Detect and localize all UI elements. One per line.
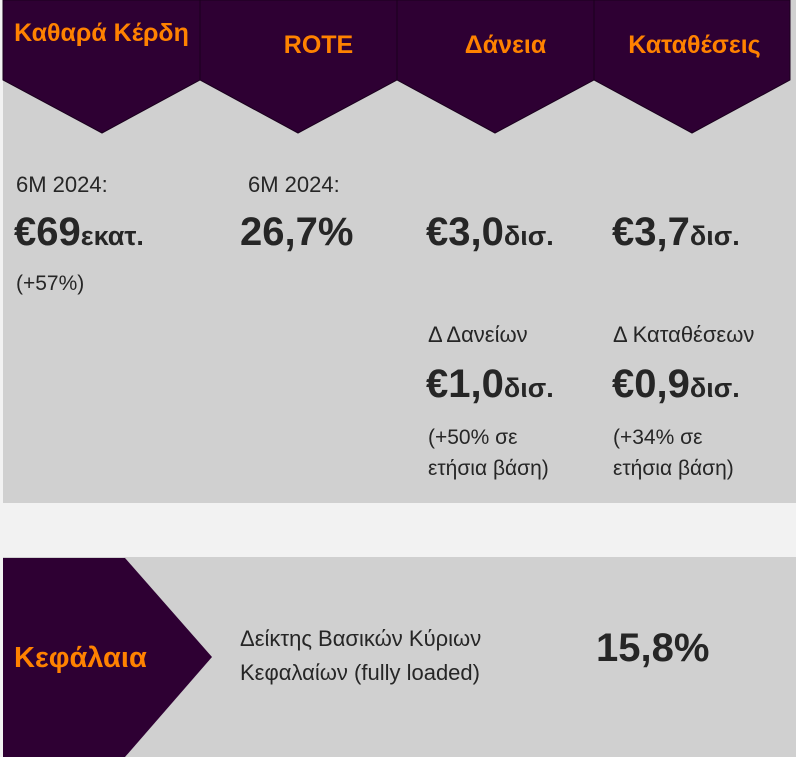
value: €0,9 — [612, 362, 690, 406]
unit: δισ. — [689, 221, 740, 251]
header-deposits: Καταθέσεις — [628, 31, 761, 59]
header-loans: Δάνεια — [464, 31, 547, 59]
value: €1,0 — [426, 362, 504, 406]
unit: δισ. — [503, 373, 554, 403]
note-line: (+50% σε — [428, 426, 518, 449]
deposits-value: €3,7δισ. — [612, 210, 740, 255]
loans-delta-label: Δ Δανείων — [428, 322, 528, 347]
cet1-label: Δείκτης Βασικών Κύριων Κεφαλαίων (fully l… — [240, 622, 481, 690]
header-capital: Κεφάλαια — [14, 642, 147, 674]
unit: δισ. — [503, 221, 554, 251]
chevron-rote — [199, 0, 398, 134]
label-line: Δείκτης Βασικών Κύριων — [240, 626, 482, 651]
note-line: ετήσια βάση) — [613, 457, 734, 480]
chevron-deposits — [593, 0, 791, 134]
value: €69 — [14, 210, 81, 254]
net-profit-period: 6M 2024: — [16, 172, 108, 197]
chevron-capital — [3, 558, 212, 757]
loans-delta-note: (+50% σε ετήσια βάση) — [428, 422, 549, 484]
cet1-value: 15,8% — [596, 626, 710, 670]
unit: δισ. — [689, 373, 740, 403]
deposits-delta-note: (+34% σε ετήσια βάση) — [613, 422, 734, 484]
rote-period: 6M 2024: — [248, 172, 340, 197]
chevron-net-profit — [2, 0, 201, 134]
rote-value: 26,7% — [240, 210, 354, 254]
net-profit-value: €69εκατ. — [14, 210, 144, 255]
chevron-loans — [396, 0, 595, 134]
value: €3,7 — [612, 210, 690, 254]
label-line: Κεφαλαίων (fully loaded) — [240, 660, 480, 685]
loans-delta-value: €1,0δισ. — [426, 362, 554, 407]
loans-value: €3,0δισ. — [426, 210, 554, 255]
deposits-delta-label: Δ Καταθέσεων — [613, 322, 755, 347]
unit: εκατ. — [80, 221, 144, 251]
note-line: (+34% σε — [613, 426, 703, 449]
header-net-profit: Καθαρά Κέρδη — [14, 19, 189, 47]
note-line: ετήσια βάση) — [428, 457, 549, 480]
value: €3,0 — [426, 210, 504, 254]
net-profit-change: (+57%) — [16, 272, 85, 295]
deposits-delta-value: €0,9δισ. — [612, 362, 740, 407]
header-rote: ROTE — [283, 31, 354, 59]
